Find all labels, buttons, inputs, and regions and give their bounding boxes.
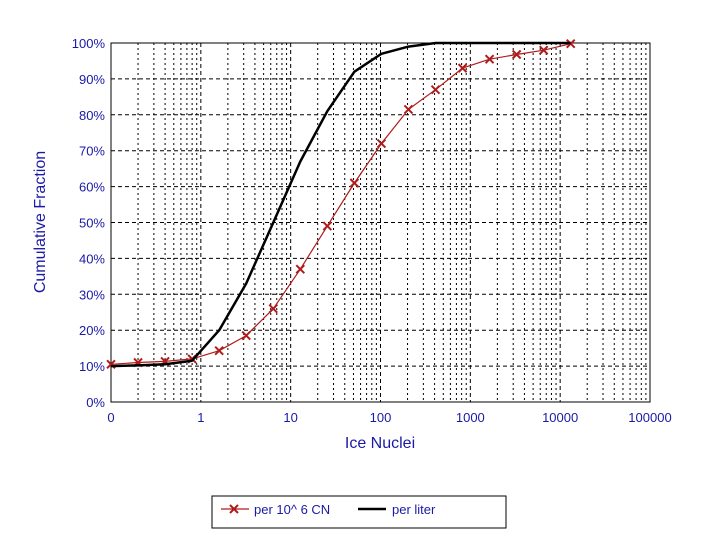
y-tick-label: 100% (72, 36, 106, 51)
data-point-per-10-6-cn (376, 138, 387, 149)
x-tick-label: 0 (107, 410, 114, 425)
x-tick-label: 10 (283, 410, 297, 425)
x-axis-title: Ice Nuclei (345, 435, 415, 452)
y-axis-title: Cumulative Fraction (32, 151, 49, 293)
y-tick-label: 20% (79, 323, 105, 338)
x-tick-label: 100 (370, 410, 392, 425)
y-tick-label: 80% (79, 108, 105, 123)
data-point-per-10-6-cn (214, 345, 224, 356)
x-tick-label: 10000 (542, 410, 578, 425)
legend: per 10^ 6 CN per liter (211, 495, 507, 529)
y-tick-label: 0% (86, 395, 105, 410)
x-tick-label: 1000 (456, 410, 485, 425)
series-line-per-liter (110, 41, 571, 368)
y-tick-label: 70% (79, 144, 105, 159)
data-point-per-10-6-cn (268, 303, 278, 314)
data-point-per-10-6-cn (457, 63, 468, 73)
data-point-per-10-6-cn (295, 264, 306, 274)
data-point-per-10-6-cn (403, 104, 414, 115)
y-tick-label: 60% (79, 180, 105, 195)
y-tick-label: 50% (79, 216, 105, 231)
y-tick-label: 90% (79, 72, 105, 87)
plot-area-border (110, 42, 651, 403)
y-tick-label: 30% (79, 287, 105, 302)
y-tick-label: 10% (79, 359, 105, 374)
legend-label-per-10-6-cn: per 10^ 6 CN (254, 502, 330, 517)
grid-layer (111, 43, 650, 402)
data-point-per-10-6-cn (349, 178, 360, 188)
data-point-per-10-6-cn (484, 54, 495, 64)
legend-marker-per-10-6-cn (229, 504, 239, 514)
data-point-per-10-6-cn (430, 84, 441, 95)
legend-label-per-liter: per liter (392, 502, 436, 517)
data-point-per-10-6-cn (566, 39, 576, 49)
series-layer (106, 39, 576, 370)
x-tick-label: 100000 (628, 410, 671, 425)
legend-box (211, 495, 507, 529)
series-line-per-10-6-cn (110, 43, 571, 365)
data-point-per-10-6-cn (322, 221, 333, 231)
y-tick-label: 40% (79, 251, 105, 266)
data-point-per-10-6-cn (511, 49, 522, 60)
x-tick-label: 1 (197, 410, 204, 425)
data-point-per-10-6-cn (241, 330, 251, 341)
tick-labels: 0% 10% 20% 30% 40% 50% 60% 70% 80% 90% 100% 0 1 10 100… (72, 36, 672, 425)
data-point-per-10-6-cn (538, 45, 549, 55)
